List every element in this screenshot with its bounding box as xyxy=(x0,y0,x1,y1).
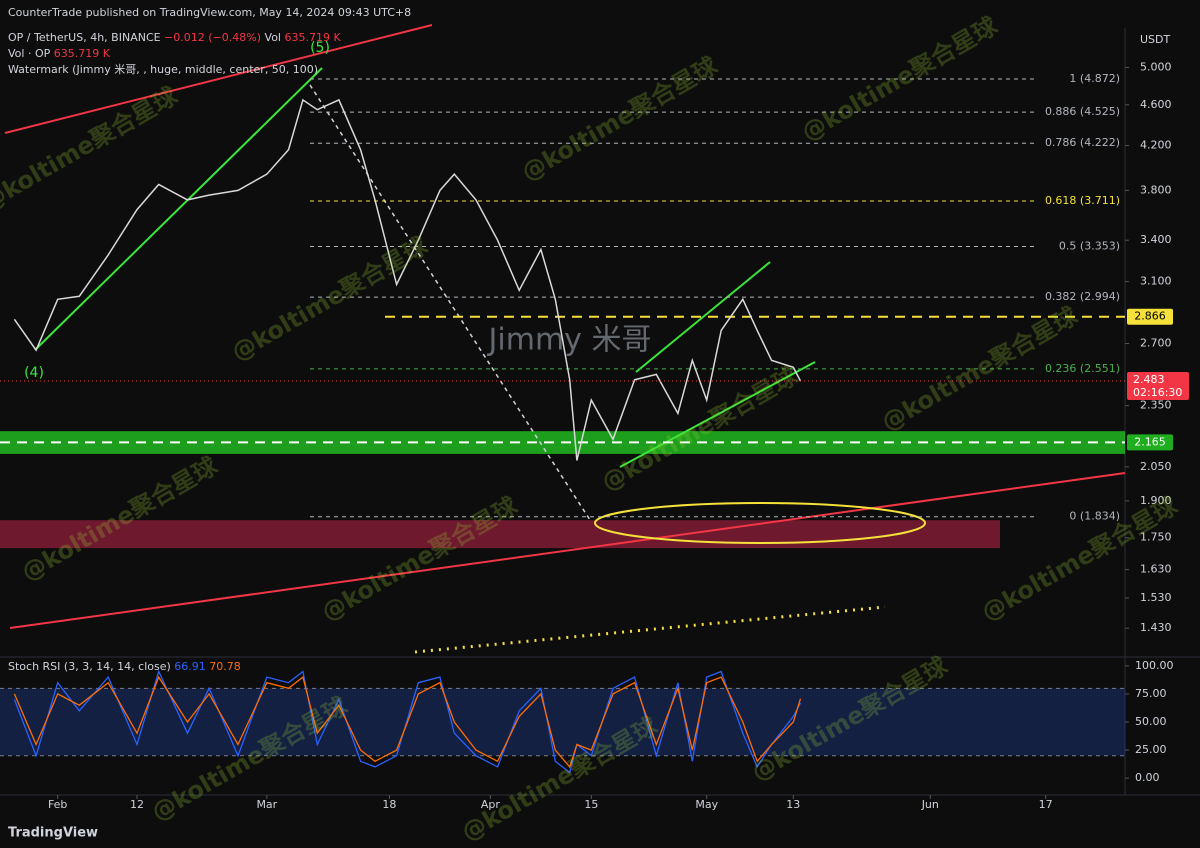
trendline xyxy=(4,24,433,134)
watermark-indicator: Watermark (Jimmy 米哥, , huge, middle, cen… xyxy=(8,63,318,76)
fib-label: 0.786 (4.222) xyxy=(1045,136,1120,149)
trendline xyxy=(34,67,323,351)
legend-part: OP / TetherUS, 4h, BINANCE xyxy=(8,31,161,44)
last-price-label: 2.483 xyxy=(1133,373,1165,386)
legend-part: 635.719 K xyxy=(285,31,342,44)
fib-label: 0.618 (3.711) xyxy=(1045,194,1120,207)
y-tick-label: 1.430 xyxy=(1140,621,1172,634)
y-tick-label: 2.350 xyxy=(1140,399,1172,412)
y-tick-label: 5.000 xyxy=(1140,60,1172,73)
level-tag xyxy=(1127,308,1173,325)
y-tick-label: 25.00 xyxy=(1135,743,1167,756)
legend-part: −0.012 (−0.48%) xyxy=(164,31,261,44)
stoch-band xyxy=(0,688,1125,756)
stoch-line xyxy=(13,669,802,774)
y-tick-label: 4.200 xyxy=(1140,139,1172,152)
y-tick-label: 3.800 xyxy=(1140,183,1172,196)
fib-label: 0.382 (2.994) xyxy=(1045,290,1120,303)
y-tick-label: 3.100 xyxy=(1140,275,1172,288)
x-tick-label: Feb xyxy=(48,798,67,811)
legend-part: Vol · OP xyxy=(8,47,51,60)
x-tick-label: 18 xyxy=(382,798,396,811)
y-tick-label: 1.530 xyxy=(1140,591,1172,604)
legend-value: 66.91 xyxy=(174,660,206,673)
x-tick-label: May xyxy=(695,798,718,811)
x-tick-label: 12 xyxy=(130,798,144,811)
stoch-legend: Stoch RSI (3, 3, 14, 14, close) 66.91 70… xyxy=(8,660,241,673)
y-tick-label: 100.00 xyxy=(1135,659,1174,672)
level-tag-label: 2.866 xyxy=(1134,310,1166,323)
trendline xyxy=(619,361,816,468)
fib-label: 0.5 (3.353) xyxy=(1059,239,1120,252)
fib-label: 1 (4.872) xyxy=(1069,72,1120,85)
legend-part: 635.719 K xyxy=(54,47,111,60)
y-tick-label: 1.630 xyxy=(1140,563,1172,576)
trendline xyxy=(635,261,771,373)
fib-label: 0 (1.834) xyxy=(1069,510,1120,523)
legend-value: 70.78 xyxy=(209,660,241,673)
y-tick-label: 4.600 xyxy=(1140,98,1172,111)
zone xyxy=(0,520,1000,549)
y-tick-label: 2.050 xyxy=(1140,460,1172,473)
x-tick-label: 15 xyxy=(584,798,598,811)
wave-label: (4) xyxy=(24,365,44,381)
x-tick-label: 13 xyxy=(786,798,800,811)
countdown: 02:16:30 xyxy=(1133,386,1182,399)
legend-part: Stoch RSI (3, 3, 14, 14, close) xyxy=(8,660,171,673)
y-tick-label: 50.00 xyxy=(1135,715,1167,728)
x-tick-label: Apr xyxy=(481,798,501,811)
level-tag-label: 2.165 xyxy=(1134,435,1166,448)
watermark: Jimmy 米哥 xyxy=(487,323,652,358)
fib-label: 0.886 (4.525) xyxy=(1045,105,1120,118)
fib-label: 0.236 (2.551) xyxy=(1045,362,1120,375)
x-tick-label: 17 xyxy=(1039,798,1053,811)
legend-line: Vol · OP 635.719 K xyxy=(8,47,111,60)
legend-line: OP / TetherUS, 4h, BINANCE −0.012 (−0.48… xyxy=(8,31,341,44)
y-tick-label: 1.900 xyxy=(1140,494,1172,507)
last-price-tag xyxy=(1127,372,1189,401)
trendline xyxy=(414,605,886,654)
trendline xyxy=(309,84,591,521)
x-tick-label: Jun xyxy=(921,798,939,811)
wave-label: (5) xyxy=(310,40,330,56)
y-tick-label: 75.00 xyxy=(1135,687,1167,700)
legend-part: Vol xyxy=(265,31,281,44)
price-line xyxy=(13,98,802,461)
trendline xyxy=(9,472,1126,629)
annotation-ellipse xyxy=(594,502,926,544)
level-tag xyxy=(1127,434,1173,451)
stoch-line xyxy=(13,675,802,769)
published: CounterTrade published on TradingView.co… xyxy=(8,6,411,19)
y-tick-label: 0.00 xyxy=(1135,771,1160,784)
y-tick-label: 1.750 xyxy=(1140,531,1172,544)
y-tick-label: 3.400 xyxy=(1140,233,1172,246)
x-tick-label: Mar xyxy=(256,798,277,811)
footer: TradingView xyxy=(8,826,98,841)
y-tick-label: 2.700 xyxy=(1140,336,1172,349)
currency: USDT xyxy=(1140,33,1171,46)
